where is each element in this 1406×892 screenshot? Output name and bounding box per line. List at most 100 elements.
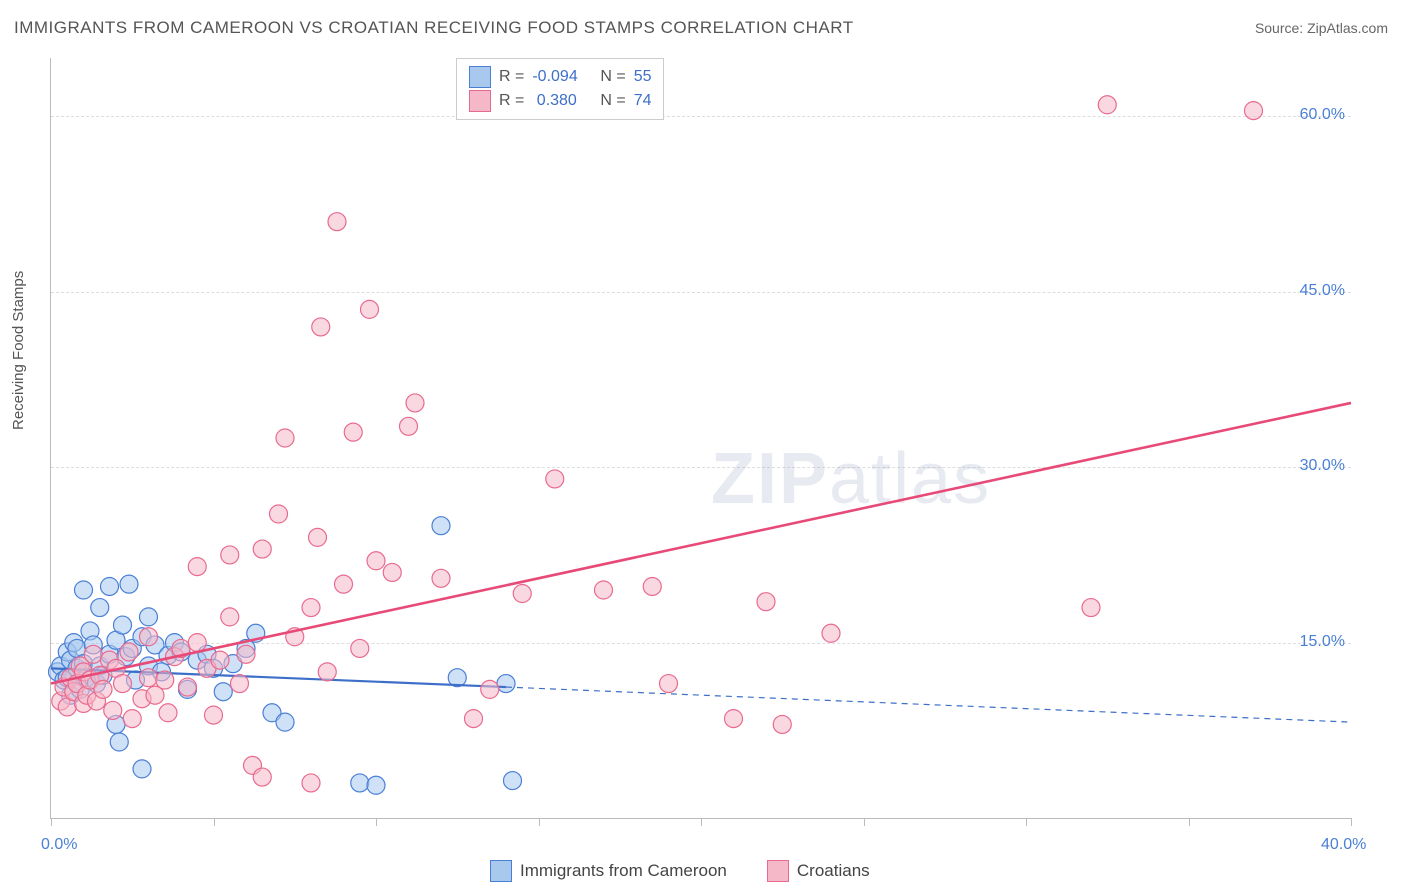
scatter-point xyxy=(1082,599,1100,617)
x-tick xyxy=(539,818,540,826)
scatter-point xyxy=(75,581,93,599)
x-tick xyxy=(1189,818,1190,826)
legend-correlation-row: R = 0.380 N = 74 xyxy=(469,89,651,113)
legend-series-label: Croatians xyxy=(797,861,870,881)
legend-r-value: 0.380 xyxy=(532,92,592,110)
scatter-point xyxy=(110,733,128,751)
scatter-point xyxy=(214,683,232,701)
scatter-point xyxy=(432,569,450,587)
trend-line-extrapolated xyxy=(506,687,1351,722)
scatter-point xyxy=(123,710,141,728)
scatter-point xyxy=(822,624,840,642)
scatter-point xyxy=(156,671,174,689)
scatter-point xyxy=(335,575,353,593)
legend-swatch xyxy=(469,90,491,112)
scatter-point xyxy=(104,701,122,719)
source-attribution: Source: ZipAtlas.com xyxy=(1255,20,1388,36)
chart-title: IMMIGRANTS FROM CAMEROON VS CROATIAN REC… xyxy=(14,18,854,38)
scatter-point xyxy=(221,546,239,564)
scatter-point xyxy=(351,639,369,657)
scatter-point xyxy=(595,581,613,599)
scatter-point xyxy=(513,585,531,603)
trend-line xyxy=(51,403,1351,684)
x-tick-label: 0.0% xyxy=(41,836,77,854)
scatter-point xyxy=(140,608,158,626)
scatter-point xyxy=(120,575,138,593)
x-tick xyxy=(376,818,377,826)
legend-r-label: R = xyxy=(499,68,524,86)
scatter-point xyxy=(270,505,288,523)
scatter-point xyxy=(465,710,483,728)
scatter-point xyxy=(351,774,369,792)
scatter-svg xyxy=(51,58,1351,818)
legend-n-value: 74 xyxy=(634,92,652,110)
scatter-point xyxy=(188,558,206,576)
scatter-point xyxy=(344,423,362,441)
x-tick-label: 40.0% xyxy=(1321,836,1366,854)
scatter-point xyxy=(660,675,678,693)
scatter-point xyxy=(231,675,249,693)
scatter-point xyxy=(114,616,132,634)
scatter-point xyxy=(383,563,401,581)
scatter-point xyxy=(188,634,206,652)
scatter-point xyxy=(205,706,223,724)
scatter-point xyxy=(481,680,499,698)
scatter-point xyxy=(302,599,320,617)
legend-n-label: N = xyxy=(600,92,625,110)
scatter-point xyxy=(312,318,330,336)
scatter-point xyxy=(276,713,294,731)
scatter-point xyxy=(101,577,119,595)
scatter-point xyxy=(1245,102,1263,120)
scatter-point xyxy=(276,429,294,447)
scatter-point xyxy=(140,628,158,646)
legend-series-label: Immigrants from Cameroon xyxy=(520,861,727,881)
x-tick xyxy=(51,818,52,826)
scatter-point xyxy=(367,776,385,794)
scatter-point xyxy=(309,528,327,546)
scatter-point xyxy=(504,772,522,790)
y-axis-label: Receiving Food Stamps xyxy=(10,271,27,430)
x-tick xyxy=(864,818,865,826)
series-legend: Immigrants from Cameroon Croatians xyxy=(490,860,870,882)
legend-correlation-row: R = -0.094 N = 55 xyxy=(469,65,651,89)
legend-n-label: N = xyxy=(600,68,625,86)
scatter-point xyxy=(179,678,197,696)
scatter-point xyxy=(318,663,336,681)
correlation-legend: R = -0.094 N = 55 R = 0.380 N = 74 xyxy=(456,58,664,120)
scatter-point xyxy=(328,213,346,231)
scatter-point xyxy=(725,710,743,728)
scatter-point xyxy=(497,675,515,693)
scatter-point xyxy=(114,675,132,693)
x-tick xyxy=(214,818,215,826)
scatter-point xyxy=(400,417,418,435)
scatter-point xyxy=(643,577,661,595)
scatter-point xyxy=(94,680,112,698)
legend-n-value: 55 xyxy=(634,68,652,86)
scatter-point xyxy=(237,645,255,663)
scatter-point xyxy=(302,774,320,792)
scatter-point xyxy=(1098,96,1116,114)
chart-plot-area: ZIPatlas 15.0%30.0%45.0%60.0%0.0%40.0% xyxy=(50,58,1351,819)
scatter-point xyxy=(432,517,450,535)
scatter-point xyxy=(211,651,229,669)
x-tick xyxy=(1351,818,1352,826)
scatter-point xyxy=(120,643,138,661)
x-tick xyxy=(701,818,702,826)
scatter-point xyxy=(84,645,102,663)
scatter-point xyxy=(221,608,239,626)
x-tick xyxy=(1026,818,1027,826)
scatter-point xyxy=(361,300,379,318)
scatter-point xyxy=(159,704,177,722)
scatter-point xyxy=(140,669,158,687)
scatter-point xyxy=(367,552,385,570)
scatter-point xyxy=(757,593,775,611)
scatter-point xyxy=(133,760,151,778)
scatter-point xyxy=(546,470,564,488)
legend-swatch xyxy=(767,860,789,882)
legend-swatch xyxy=(469,66,491,88)
scatter-point xyxy=(773,715,791,733)
legend-r-label: R = xyxy=(499,92,524,110)
legend-r-value: -0.094 xyxy=(532,68,592,86)
legend-swatch xyxy=(490,860,512,882)
scatter-point xyxy=(253,768,271,786)
